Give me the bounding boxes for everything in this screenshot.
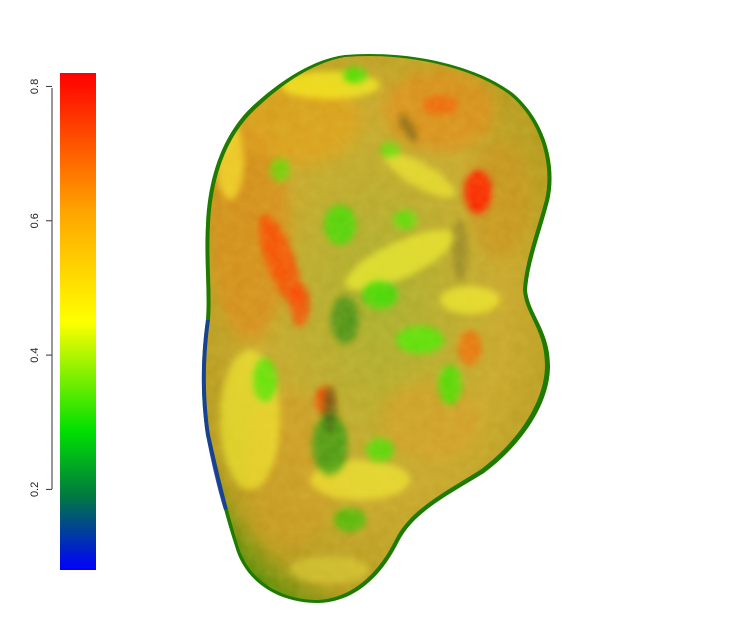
colorbar-tick-label: 0.4	[29, 347, 41, 362]
colorbar-gradient	[60, 73, 96, 570]
colorbar: 0.2 0.4 0.6 0.8	[29, 73, 96, 570]
colorbar-tick-label: 0.8	[29, 79, 41, 94]
surface-render	[201, 53, 552, 604]
surface-texture	[205, 55, 548, 601]
colorbar-ticks: 0.2 0.4 0.6 0.8	[29, 79, 52, 497]
colorbar-tick-label: 0.2	[29, 482, 41, 497]
colorbar-tick-label: 0.6	[29, 213, 41, 228]
